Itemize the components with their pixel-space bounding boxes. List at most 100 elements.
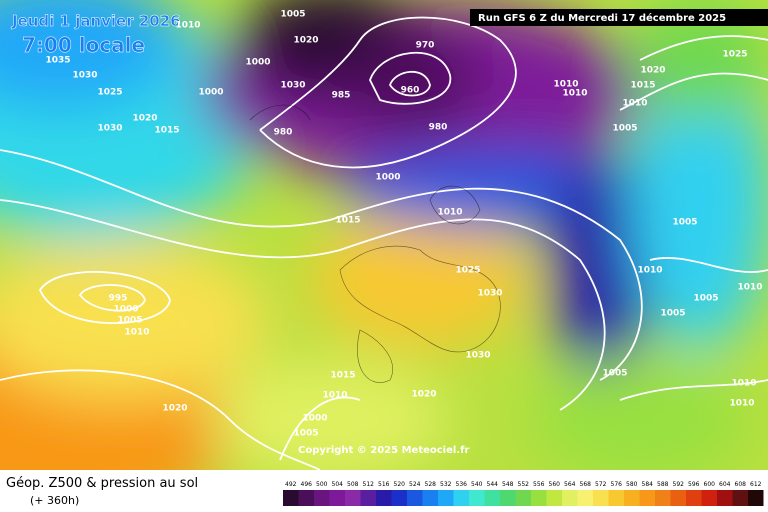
colorbar-label: 588 bbox=[657, 481, 669, 488]
colorbar-swatch bbox=[469, 490, 485, 506]
colorbar-label: 608 bbox=[735, 481, 747, 488]
isobar-label: 1005 bbox=[117, 316, 142, 326]
colorbar-label: 512 bbox=[363, 481, 375, 488]
colorbar-swatch bbox=[624, 490, 640, 506]
isobar-label: 1010 bbox=[729, 399, 754, 409]
isobar-label: 1015 bbox=[630, 81, 655, 91]
colorbar-label: 612 bbox=[750, 481, 762, 488]
isobar-label: 1015 bbox=[154, 126, 179, 136]
copyright: Copyright © 2025 Meteociel.fr bbox=[298, 445, 469, 456]
colorbar-swatch bbox=[329, 490, 345, 506]
isobar-label: 1025 bbox=[455, 266, 480, 276]
isobar-label: 1005 bbox=[602, 369, 627, 379]
colorbar-swatch bbox=[531, 490, 547, 506]
colorbar-label: 604 bbox=[719, 481, 731, 488]
colorbar-swatch bbox=[345, 490, 361, 506]
isobar-label: 1000 bbox=[198, 88, 223, 98]
footer-lead: (+ 360h) bbox=[30, 494, 79, 507]
isobar-label: 1000 bbox=[113, 305, 138, 315]
isobar-label: 1010 bbox=[322, 391, 347, 401]
colorbar-swatch bbox=[360, 490, 376, 506]
colorbar-label: 552 bbox=[518, 481, 530, 488]
isobar-label: 995 bbox=[109, 294, 128, 304]
isobar-label: 980 bbox=[429, 123, 448, 133]
isobar-label: 1030 bbox=[477, 289, 502, 299]
colorbar-label: 500 bbox=[316, 481, 328, 488]
colorbar-swatch bbox=[453, 490, 469, 506]
isobar-label: 1030 bbox=[72, 71, 97, 81]
isobar-label: 1010 bbox=[553, 80, 578, 90]
colorbar-swatch bbox=[391, 490, 407, 506]
isobar-label: 1020 bbox=[411, 390, 436, 400]
colorbar-label: 496 bbox=[301, 481, 313, 488]
colorbar-swatch bbox=[639, 490, 655, 506]
colorbar-swatch bbox=[438, 490, 454, 506]
colorbar-label: 520 bbox=[394, 481, 406, 488]
isobar-label: 1005 bbox=[693, 294, 718, 304]
colorbar-swatch bbox=[500, 490, 516, 506]
isobar-label: 1005 bbox=[672, 218, 697, 228]
isobar-label: 960 bbox=[401, 86, 420, 96]
colorbar-label: 492 bbox=[285, 481, 297, 488]
run-banner bbox=[470, 9, 768, 26]
isobar-label: 1015 bbox=[330, 371, 355, 381]
colorbar-label: 524 bbox=[409, 481, 421, 488]
isobar-label: 1020 bbox=[640, 66, 665, 76]
colorbar-swatch bbox=[655, 490, 671, 506]
colorbar-swatch bbox=[515, 490, 531, 506]
colorbar-label: 596 bbox=[688, 481, 700, 488]
isobars bbox=[0, 16, 768, 470]
colorbar-label: 580 bbox=[626, 481, 638, 488]
colorbar-swatch bbox=[407, 490, 423, 506]
coastlines bbox=[249, 104, 501, 383]
isobar-label: 1030 bbox=[465, 351, 490, 361]
colorbar-label: 548 bbox=[502, 481, 514, 488]
isobar-label: 985 bbox=[332, 91, 351, 101]
colorbar-swatch bbox=[717, 490, 733, 506]
colorbar-swatch bbox=[701, 490, 717, 506]
colorbar-label: 508 bbox=[347, 481, 359, 488]
run-info: Run GFS 6 Z du Mercredi 17 décembre 2025 bbox=[478, 12, 726, 24]
isobar-label: 1030 bbox=[97, 124, 122, 134]
colorbar-label: 540 bbox=[471, 481, 483, 488]
colorbar-label: 560 bbox=[549, 481, 561, 488]
colorbar-swatch bbox=[484, 490, 500, 506]
isobar-label: 1010 bbox=[124, 328, 149, 338]
isobar-label: 980 bbox=[274, 128, 293, 138]
isobar-label: 1000 bbox=[375, 173, 400, 183]
colorbar-label: 564 bbox=[564, 481, 576, 488]
colorbar-label: 576 bbox=[611, 481, 623, 488]
footer-title: Géop. Z500 & pression au sol bbox=[6, 476, 198, 491]
colorbar-swatch bbox=[376, 490, 392, 506]
colorbar-label: 532 bbox=[440, 481, 452, 488]
colorbar-swatch bbox=[732, 490, 748, 506]
isobar-label: 1010 bbox=[175, 21, 200, 31]
colorbar-label: 568 bbox=[580, 481, 592, 488]
isobar-label: 970 bbox=[416, 41, 435, 51]
colorbar-label: 528 bbox=[425, 481, 437, 488]
isobar-label: 1000 bbox=[302, 414, 327, 424]
colorbar-swatch bbox=[283, 490, 299, 506]
isobar-label: 1010 bbox=[637, 266, 662, 276]
colorbar-swatch bbox=[686, 490, 702, 506]
isobar-label: 1005 bbox=[280, 10, 305, 20]
colorbar-label: 592 bbox=[673, 481, 685, 488]
colorbar-label: 504 bbox=[332, 481, 344, 488]
colorbar-swatch bbox=[577, 490, 593, 506]
isobar-label: 1000 bbox=[245, 58, 270, 68]
isobar-label: 1005 bbox=[612, 124, 637, 134]
forecast-date: Jeudi 1 janvier 2026 bbox=[11, 12, 181, 30]
colorbar-swatch bbox=[298, 490, 314, 506]
isobar-label: 1020 bbox=[132, 114, 157, 124]
colorbar-label: 536 bbox=[456, 481, 468, 488]
isobar-label: 1010 bbox=[731, 379, 756, 389]
colorbar-label: 544 bbox=[487, 481, 499, 488]
colorbar-swatch bbox=[562, 490, 578, 506]
colorbar-label: 600 bbox=[704, 481, 716, 488]
isobar-label: 1005 bbox=[660, 309, 685, 319]
isobar-label: 1020 bbox=[293, 36, 318, 46]
colorbar-swatch bbox=[670, 490, 686, 506]
